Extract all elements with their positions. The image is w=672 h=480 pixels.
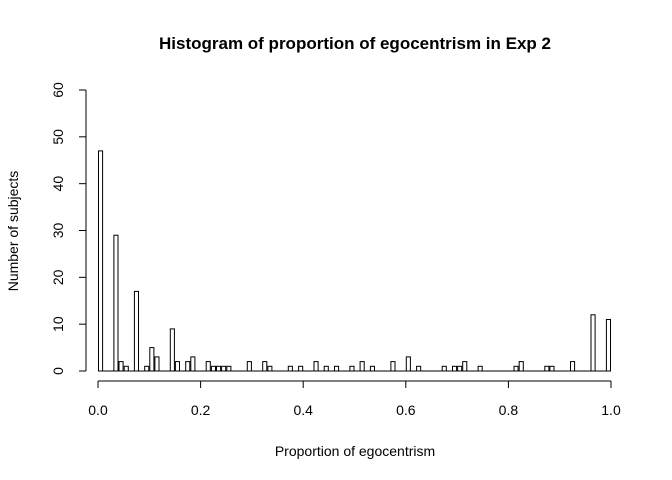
histogram-bar — [513, 365, 519, 372]
histogram-bar — [123, 365, 129, 372]
histogram-bar — [246, 361, 252, 372]
x-tick-label: 0.4 — [293, 402, 313, 418]
histogram-bar — [118, 361, 124, 372]
histogram-bar — [169, 328, 175, 372]
histogram-bar — [570, 361, 576, 372]
histogram-bar — [144, 365, 150, 372]
histogram-bar — [334, 365, 340, 372]
y-tick-label: 0 — [50, 367, 66, 375]
histogram-bar — [313, 361, 319, 372]
y-tick-label: 30 — [50, 223, 66, 239]
x-tick-label: 0.2 — [191, 402, 211, 418]
histogram-bar — [298, 365, 304, 372]
histogram-bar — [210, 365, 216, 372]
histogram-bar — [452, 365, 458, 372]
x-axis: 0.0 0.2 0.4 0.6 0.8 1.0 — [88, 380, 621, 418]
histogram-bar — [267, 365, 273, 372]
histogram-bar — [457, 365, 463, 372]
histogram-bar — [590, 314, 596, 372]
histogram-bar — [441, 365, 447, 372]
y-tick-label: 20 — [50, 269, 66, 285]
histogram-bar — [369, 365, 375, 372]
y-tick-label: 60 — [50, 82, 66, 98]
histogram-bar — [323, 365, 329, 372]
y-axis: 0 10 20 30 40 50 60 — [50, 82, 87, 375]
y-tick-label: 40 — [50, 176, 66, 192]
histogram-bar — [226, 365, 232, 372]
histogram-bar — [154, 356, 160, 372]
x-tick-label: 1.0 — [601, 402, 621, 418]
y-axis-label: Number of subjects — [5, 171, 21, 292]
histogram-bar — [405, 356, 411, 372]
bars-group — [98, 150, 612, 372]
histogram-bar — [477, 365, 483, 372]
histogram-bar — [549, 365, 555, 372]
histogram-bar — [221, 365, 227, 372]
x-tick-label: 0.0 — [88, 402, 108, 418]
histogram-bar — [287, 365, 293, 372]
histogram-bar — [190, 356, 196, 372]
histogram-bar — [544, 365, 550, 372]
x-tick-label: 0.6 — [396, 402, 416, 418]
histogram-bar — [205, 361, 211, 372]
x-tick-label: 0.8 — [499, 402, 519, 418]
histogram-bar — [359, 361, 365, 372]
histogram-bar — [605, 319, 612, 372]
chart-title: Histogram of proportion of egocentrism i… — [159, 34, 551, 53]
histogram-bar — [349, 365, 355, 372]
histogram-bar — [185, 361, 191, 372]
histogram-bar — [113, 234, 119, 372]
histogram-bar — [462, 361, 468, 372]
histogram-bar — [98, 150, 104, 372]
histogram-bar — [416, 365, 422, 372]
histogram-bar — [149, 347, 155, 372]
histogram-bar — [518, 361, 524, 372]
histogram-bar — [216, 365, 222, 372]
histogram-bar — [133, 290, 139, 372]
histogram-bar — [262, 361, 268, 372]
y-tick-label: 50 — [50, 129, 66, 145]
histogram-bar — [390, 361, 396, 372]
x-axis-label: Proportion of egocentrism — [275, 443, 435, 459]
histogram-bar — [174, 361, 180, 372]
y-tick-label: 10 — [50, 316, 66, 332]
